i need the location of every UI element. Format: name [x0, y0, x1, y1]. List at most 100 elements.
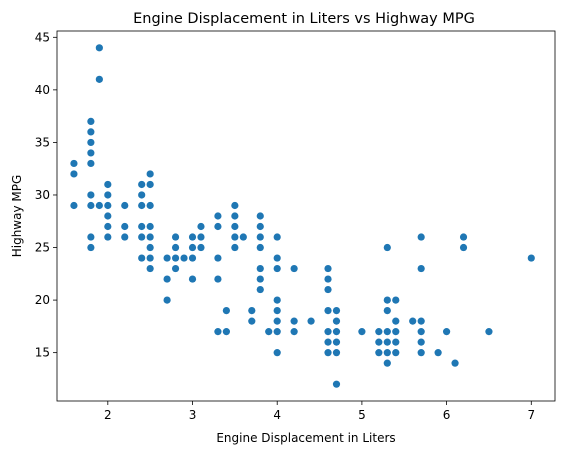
data-point [180, 254, 188, 262]
data-point [265, 328, 273, 336]
y-tick-label: 30 [35, 188, 50, 202]
data-point [417, 233, 425, 241]
x-tick-label: 6 [443, 408, 451, 422]
data-point [392, 338, 400, 346]
data-point [188, 275, 197, 283]
data-point [95, 75, 103, 83]
data-point [87, 138, 95, 147]
x-tick-label: 7 [527, 408, 535, 422]
data-point [95, 201, 103, 210]
data-point [163, 275, 171, 283]
data-point [138, 233, 146, 241]
data-point [171, 233, 180, 241]
data-point [459, 243, 468, 252]
data-point [138, 180, 146, 189]
x-axis-ticks: 2 3 4 5 6 7 [104, 401, 535, 422]
data-point [273, 349, 281, 357]
data-points [70, 44, 535, 388]
data-point [146, 170, 154, 178]
data-point [104, 180, 112, 189]
data-point [375, 338, 383, 346]
data-point [171, 254, 180, 262]
data-point [332, 349, 341, 357]
data-point [87, 159, 95, 168]
x-tick-label: 3 [189, 408, 197, 422]
data-point [87, 201, 95, 210]
y-tick-label: 15 [35, 346, 50, 360]
data-point [256, 285, 264, 294]
data-point [146, 243, 154, 252]
data-point [104, 222, 112, 231]
data-point [146, 201, 154, 210]
data-point [138, 222, 146, 231]
data-point [197, 222, 205, 231]
data-point [95, 44, 103, 52]
y-tick-label: 25 [35, 241, 50, 255]
data-point [417, 349, 425, 357]
data-point [434, 349, 442, 357]
data-point [214, 254, 222, 262]
data-point [231, 243, 239, 252]
data-point [358, 328, 366, 336]
y-axis-ticks: 15 20 25 30 35 40 45 [35, 30, 57, 360]
data-point [324, 307, 332, 315]
data-point [214, 275, 222, 283]
data-point [256, 243, 264, 252]
y-tick-label: 40 [35, 83, 50, 97]
data-point [104, 233, 112, 241]
data-point [256, 212, 264, 220]
data-point [146, 233, 154, 241]
y-tick-label: 35 [35, 135, 50, 149]
data-point [87, 233, 95, 241]
plot-frame [56, 30, 556, 402]
data-point [70, 159, 78, 168]
x-axis-label: Engine Displacement in Liters [216, 431, 395, 445]
data-point [222, 307, 230, 315]
data-point [138, 191, 146, 199]
data-point [188, 233, 197, 241]
data-point [104, 201, 112, 210]
data-point [392, 349, 400, 357]
data-point [324, 275, 332, 283]
data-point [290, 264, 298, 273]
y-axis-label: Highway MPG [10, 175, 24, 258]
data-point [324, 285, 332, 294]
data-point [417, 338, 425, 346]
data-point [188, 243, 197, 252]
data-point [332, 328, 341, 336]
data-point [273, 254, 281, 262]
x-tick-label: 5 [358, 408, 366, 422]
data-point [214, 222, 222, 231]
data-point [121, 222, 129, 231]
data-point [214, 212, 222, 220]
data-point [324, 338, 332, 346]
data-point [332, 338, 341, 346]
data-point [273, 328, 281, 336]
data-point [256, 264, 264, 273]
data-point [222, 328, 230, 336]
data-point [163, 254, 171, 262]
data-point [375, 328, 383, 336]
data-point [146, 180, 154, 189]
data-point [146, 222, 154, 231]
data-point [171, 243, 180, 252]
data-point [459, 233, 468, 241]
data-point [163, 296, 171, 304]
data-point [332, 307, 341, 315]
data-point [87, 191, 95, 199]
data-point [392, 296, 400, 304]
data-point [383, 349, 391, 357]
data-point [239, 233, 247, 241]
data-point [527, 254, 535, 262]
data-point [324, 328, 332, 336]
data-point [104, 212, 112, 220]
y-tick-label: 45 [35, 30, 50, 44]
data-point [256, 275, 264, 283]
chart-title: Engine Displacement in Liters vs Highway… [133, 11, 475, 27]
data-point [307, 317, 315, 325]
data-point [188, 254, 197, 262]
data-point [256, 222, 264, 231]
data-point [290, 317, 298, 325]
data-point [197, 233, 205, 241]
